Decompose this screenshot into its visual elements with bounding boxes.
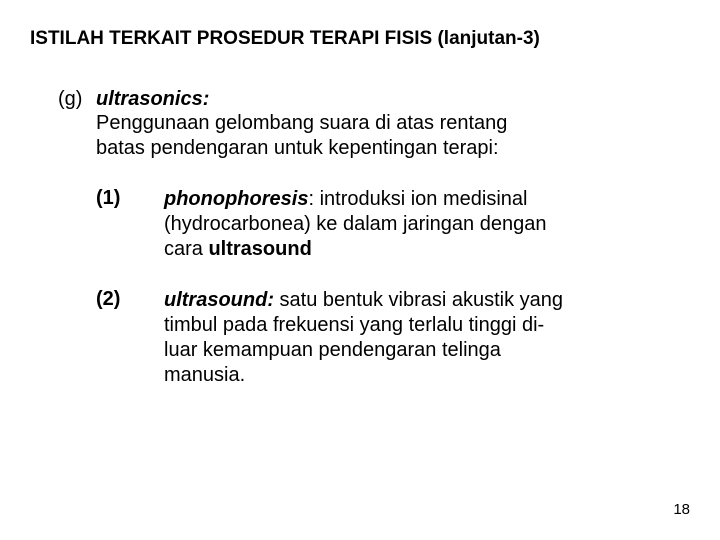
slide-page: ISTILAH TERKAIT PROSEDUR TERAPI FISIS (l… xyxy=(0,0,720,540)
item-2-line3: luar kemampuan pendengaran telinga xyxy=(164,339,501,361)
section-g-term: ultrasonics: xyxy=(96,88,209,110)
section-g-def-line1: Penggunaan gelombang suara di atas renta… xyxy=(96,112,507,134)
sub-list: (1) phonophoresis: introduksi ion medisi… xyxy=(96,187,690,388)
section-g-def-line2: batas pendengaran untuk kepentingan tera… xyxy=(96,137,499,159)
item-1-marker: (1) xyxy=(96,187,164,210)
item-2-body: ultrasound: satu bentuk vibrasi akustik … xyxy=(164,288,690,388)
item-2-after: satu bentuk vibrasi akustik yang xyxy=(274,289,563,311)
item-1-line3-pre: cara xyxy=(164,238,208,260)
item-2-marker: (2) xyxy=(96,288,164,311)
list-item: (2) ultrasound: satu bentuk vibrasi akus… xyxy=(96,288,690,388)
item-1-line3-bold: ultrasound xyxy=(208,238,311,260)
item-2-term: ultrasound: xyxy=(164,289,274,311)
item-2-line2: timbul pada frekuensi yang terlalu tingg… xyxy=(164,314,544,336)
section-g: (g) ultrasonics: Penggunaan gelombang su… xyxy=(58,88,690,388)
item-1-line2: (hydrocarbonea) ke dalam jaringan dengan xyxy=(164,213,546,235)
section-g-marker: (g) xyxy=(58,88,96,111)
section-g-header: (g) ultrasonics: Penggunaan gelombang su… xyxy=(58,88,690,161)
item-1-body: phonophoresis: introduksi ion medisinal … xyxy=(164,187,690,262)
item-1-after: : introduksi ion medisinal xyxy=(308,188,527,210)
item-2-line4: manusia. xyxy=(164,364,245,386)
item-1-term: phonophoresis xyxy=(164,188,308,210)
section-g-body: ultrasonics: Penggunaan gelombang suara … xyxy=(96,88,690,161)
page-number: 18 xyxy=(673,501,690,518)
list-item: (1) phonophoresis: introduksi ion medisi… xyxy=(96,187,690,262)
page-title: ISTILAH TERKAIT PROSEDUR TERAPI FISIS (l… xyxy=(30,28,690,50)
